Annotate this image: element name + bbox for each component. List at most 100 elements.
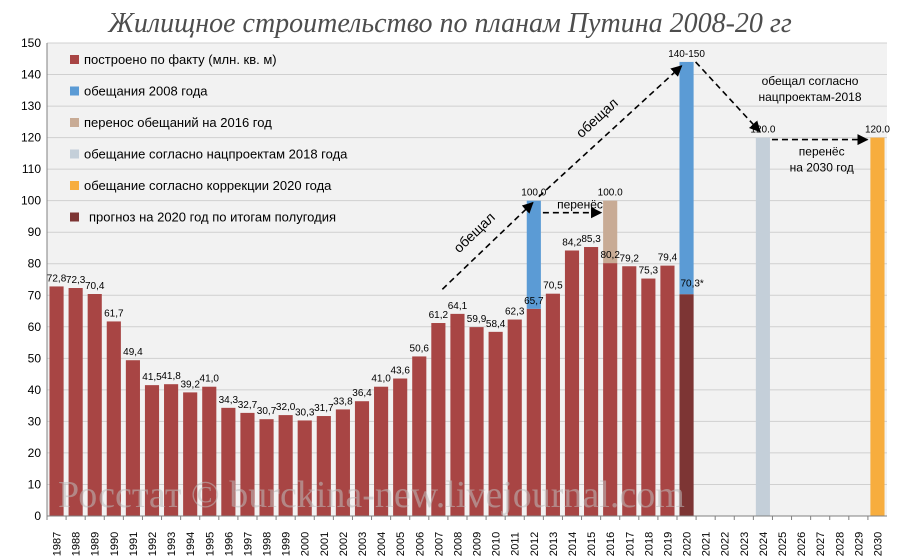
data-label-2016: 80,2 (600, 250, 620, 261)
legend-label: построено по факту (млн. кв. м) (84, 52, 277, 67)
data-label-1997: 32,7 (238, 400, 258, 411)
legend-label: обещание согласно коррекции 2020 года (84, 178, 332, 193)
data-label-2011: 62,3 (505, 307, 525, 318)
legend-swatch-forecast2020 (70, 212, 79, 222)
chart-title: Жилищное строительство по планам Путина … (107, 8, 792, 39)
bar-2016-actual (603, 263, 618, 516)
x-tick-label: 2029 (853, 532, 865, 556)
legend-swatch-actual (70, 55, 79, 64)
x-tick-label: 2018 (643, 532, 655, 556)
data-label-1996: 34,3 (219, 395, 239, 406)
legend-swatch-promise2020 (70, 181, 79, 190)
data-label-2014: 84,2 (562, 237, 582, 248)
y-axis: 0 10 20 30 40 50 60 70 80 90 100 110 120 130 140 150 (21, 36, 48, 523)
data-label-2019: 79,4 (658, 253, 678, 264)
bar-2024-promise2018 (755, 137, 770, 516)
bar-1987-actual (49, 286, 64, 516)
x-tick-label: 2009 (472, 532, 484, 556)
legend-swatch-promise2018 (70, 149, 79, 159)
legend-label: обещания 2008 года (84, 84, 208, 99)
y-tick-label: 30 (28, 414, 42, 428)
legend-label: перенос обещаний на 2016 год (84, 115, 272, 130)
bar-2015-actual (584, 247, 599, 516)
data-label-1992: 41,5 (142, 372, 162, 383)
data-label-1990: 61,7 (104, 308, 124, 319)
data-label-1995: 41,0 (200, 374, 220, 385)
data-label-2015: 85,3 (581, 234, 601, 245)
x-tick-label: 2006 (414, 532, 426, 556)
y-tick-label: 70 (28, 288, 42, 302)
data-label-2009: 59,9 (467, 314, 487, 325)
x-tick-label: 1998 (262, 532, 274, 556)
data-label-2002: 33,8 (333, 396, 353, 407)
y-tick-label: 150 (21, 36, 41, 50)
x-tick-label: 1999 (281, 532, 293, 556)
data-label-1999: 32,0 (276, 402, 296, 413)
data-label-2003: 36,4 (352, 388, 372, 399)
data-label-2012: 65,7 (524, 296, 544, 307)
x-tick-label: 1997 (242, 532, 254, 556)
bar-2007-actual (431, 323, 446, 516)
data-label-2017: 79,2 (620, 253, 640, 264)
data-label-2008: 64,1 (448, 301, 468, 312)
y-tick-label: 110 (22, 162, 41, 176)
data-label-2018: 75,3 (639, 266, 659, 277)
data-labels: 72,8 72,370,461,749,441,5 41,839,241,034,3… (47, 49, 891, 419)
bar-2001-actual (316, 416, 331, 516)
bar-2000-actual (297, 420, 312, 516)
bar-2002-actual (335, 409, 350, 516)
legend-label: прогноз на 2020 год по итогам полугодия (89, 210, 336, 225)
y-tick-label: 120 (21, 131, 41, 145)
x-tick-label: 2024 (758, 532, 770, 556)
bar-1996-actual (221, 407, 236, 516)
x-tick-label: 2028 (834, 532, 846, 556)
data-label-2012: 100.0 (521, 188, 546, 199)
x-tick-label: 2019 (662, 532, 674, 556)
x-tick-label: 2030 (872, 532, 884, 556)
x-tick-label: 2026 (796, 532, 808, 556)
data-label-2007: 61,2 (429, 310, 449, 321)
bar-2017-actual (622, 266, 637, 516)
bar-2011-actual (507, 319, 522, 516)
data-label-2013: 70,5 (543, 281, 563, 292)
x-tick-label: 2014 (567, 532, 579, 556)
annotation-text: обещал согласно (762, 74, 859, 88)
data-label-1998: 30,7 (257, 406, 277, 417)
y-tick-label: 60 (28, 320, 42, 334)
data-label-1987: 72,8 (47, 273, 67, 284)
bar-2008-actual (450, 313, 465, 516)
x-tick-label: 2025 (777, 532, 789, 556)
annotation-text-2: нацпроектам-2018 (758, 90, 861, 104)
x-tick-label: 2021 (701, 532, 713, 556)
bar-2016-postponed2016 (603, 200, 618, 264)
bar-1990-actual (106, 321, 121, 516)
x-tick-label: 2005 (395, 532, 407, 556)
x-tick-label: 2020 (682, 532, 694, 556)
legend-swatch-promise2008 (70, 86, 79, 96)
data-label-2004: 41,0 (371, 374, 391, 385)
annotation-text: перенёс (799, 145, 845, 159)
bar-2004-actual (374, 386, 389, 516)
y-tick-label: 130 (21, 99, 41, 113)
x-tick-label: 2015 (586, 532, 598, 556)
annotation-arrow (695, 61, 761, 133)
x-tick-label: 1996 (223, 532, 235, 556)
x-tick-label: 2001 (319, 532, 331, 556)
y-tick-label: 140 (21, 68, 41, 82)
bar-2019-actual (660, 265, 675, 516)
data-label-2000: 30,3 (295, 407, 315, 418)
x-tick-label: 2017 (624, 532, 636, 556)
x-tick-label: 2000 (300, 532, 312, 556)
x-tick-label: 1987 (52, 532, 64, 556)
x-tick-label: 1988 (71, 532, 83, 556)
x-tick-label: 1990 (109, 532, 121, 556)
bar-2020-promise2008 (679, 61, 694, 295)
y-tick-label: 20 (28, 446, 42, 460)
annotation-arrow (538, 65, 683, 198)
x-tick-label: 1991 (128, 532, 140, 556)
bar-2005-actual (393, 378, 408, 516)
x-tick-label: 2008 (452, 532, 464, 556)
data-label-1989: 70,4 (85, 281, 105, 292)
bar-2009-actual (469, 327, 484, 516)
